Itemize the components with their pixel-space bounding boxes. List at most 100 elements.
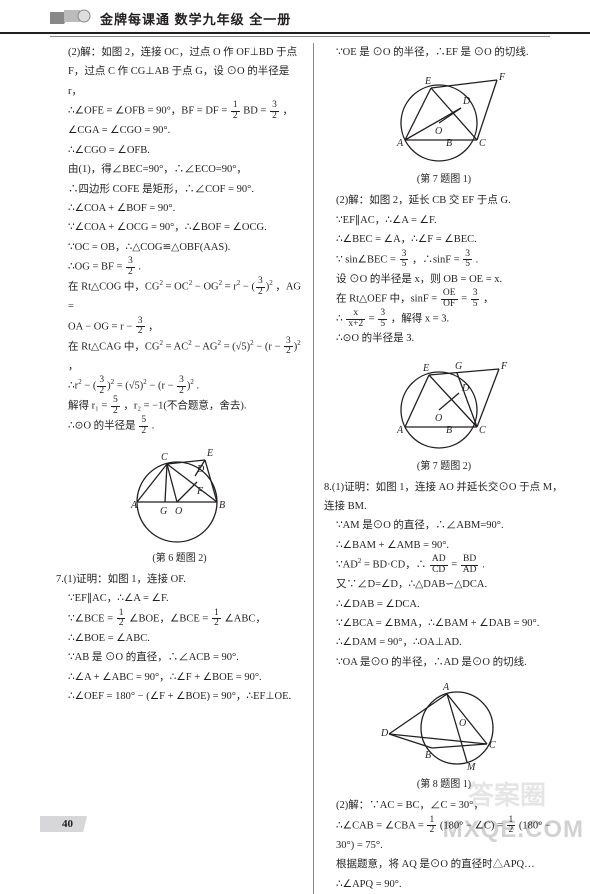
svg-text:D: D bbox=[196, 464, 205, 475]
text-line: ∴∠COA + ∠BOF = 90°. bbox=[56, 199, 303, 218]
text-line: 根据题意，将 AQ 是⊙O 的直径时△APQ…∴∠APQ = 90°. bbox=[324, 855, 564, 894]
figure-8-1: A B C D M O bbox=[324, 678, 564, 773]
text-line: 解得 r₁ = 52 ，r₂ = −1(不合题意，舍去). bbox=[56, 396, 303, 416]
text-line: ∴∠A + ∠ABC = 90°，∴∠F + ∠BOE = 90°. bbox=[56, 668, 303, 687]
fraction: 32 bbox=[126, 257, 135, 277]
fraction: 12 bbox=[231, 101, 240, 121]
figure-caption: (第 7 题图 1) bbox=[324, 170, 564, 185]
svg-text:E: E bbox=[422, 363, 429, 374]
text-line: ∵∠BCA = ∠BMA，∴∠BAM + ∠DAB = 90°. bbox=[324, 614, 564, 633]
figure-7-1: A C B D E F O bbox=[324, 68, 564, 168]
figure-caption: (第 6 题图 2) bbox=[56, 549, 303, 564]
text-line: 在 Rt△CAG 中，CG2 = AC2 − AG2 = (√5)2 − (r … bbox=[56, 337, 303, 376]
fraction: 32 bbox=[270, 101, 279, 121]
text-line: ∴∠OFE = ∠OFB = 90°，BF = DF = 12 BD = 32 … bbox=[56, 101, 303, 121]
fraction: 32 bbox=[177, 376, 186, 396]
fraction: 52 bbox=[139, 416, 148, 436]
svg-text:D: D bbox=[380, 728, 389, 739]
left-column: (2)解：如图 2，连接 OC，过点 O 作 OF⊥BD 于点 F，过点 C 作… bbox=[56, 43, 314, 894]
fraction: OEOF bbox=[441, 289, 458, 309]
svg-text:O: O bbox=[435, 126, 442, 137]
fraction: 35 bbox=[378, 309, 387, 329]
svg-text:G: G bbox=[455, 361, 462, 372]
svg-text:B: B bbox=[425, 750, 431, 761]
text-line: ∵OC = OB，∴△COG≌△OBF(AAS). bbox=[56, 238, 303, 257]
svg-text:G: G bbox=[160, 506, 167, 517]
text-line: ∴OG = BF = 32 . bbox=[56, 257, 303, 277]
header-title: 金牌每课通 数学九年级 全一册 bbox=[100, 9, 291, 28]
figure-6-2: A B C D E F G O bbox=[56, 442, 303, 547]
svg-text:D: D bbox=[462, 96, 471, 107]
text-line: (2)解：如图 2，连接 OC，过点 O 作 OF⊥BD 于点 F，过点 C 作… bbox=[56, 43, 303, 101]
text-line: ∵∠BCE = 12 ∠BOE，∠BCE = 12 ∠ABC， bbox=[56, 609, 303, 629]
text-line: ∴∠DAM = 90°，∴OA⊥AD. bbox=[324, 633, 564, 652]
text-line: ∴∠BOE = ∠ABC. bbox=[56, 629, 303, 648]
fraction: 12 bbox=[427, 816, 436, 836]
watermark-line2: MXQE.COM bbox=[443, 818, 584, 842]
text-line: ∴∠BEC = ∠A，∴∠F = ∠BEC. bbox=[324, 230, 564, 249]
text-line: ∵AD2 = BD·CD，∴ ADCD = BDAD . bbox=[324, 555, 564, 575]
text-line: ∴⊙O 的半径是 52 . bbox=[56, 416, 303, 436]
right-column: ∵OE 是 ⊙O 的半径，∴EF 是 ⊙O 的切线. A C B bbox=[314, 43, 572, 894]
fraction: BDAD bbox=[461, 555, 479, 575]
text-line: ∴∠DAB = ∠DCA. bbox=[324, 595, 564, 614]
fraction: 32 bbox=[136, 317, 145, 337]
svg-text:C: C bbox=[489, 740, 496, 751]
svg-text:C: C bbox=[479, 425, 486, 436]
page-header: 金牌每课通 数学九年级 全一册 bbox=[0, 0, 590, 34]
svg-text:B: B bbox=[446, 425, 452, 436]
text-line: ∵EF∥AC，∴∠A = ∠F. bbox=[324, 211, 564, 230]
fraction: 32 bbox=[284, 337, 293, 357]
svg-text:A: A bbox=[396, 425, 404, 436]
text-line: (2)解：如图 2，延长 CB 交 EF 于点 G. bbox=[324, 191, 564, 210]
header-rule bbox=[50, 36, 550, 37]
page-number: 40 bbox=[40, 816, 87, 832]
figure-caption: (第 7 题图 2) bbox=[324, 457, 564, 472]
text-line: ∠CGA = ∠CGO = 90°. bbox=[56, 121, 303, 140]
text-line: OA − OG = r − 32 ， bbox=[56, 317, 303, 337]
text-line: ∵AB 是 ⊙O 的直径，∴∠ACB = 90°. bbox=[56, 648, 303, 667]
svg-text:C: C bbox=[479, 138, 486, 149]
text-line: 7.(1)证明：如图 1，连接 OF. bbox=[56, 570, 303, 589]
text-line: ∵∠COA + ∠OCG = 90°，∴∠BOF = ∠OCG. bbox=[56, 218, 303, 237]
watermark: MXQE.COM bbox=[443, 818, 584, 842]
svg-text:C: C bbox=[161, 452, 168, 463]
text-line: ∴∠OEF = 180° − (∠F + ∠BOE) = 90°，∴EF⊥OE. bbox=[56, 687, 303, 706]
figure-7-2: A C B D E F G O bbox=[324, 355, 564, 455]
svg-text:F: F bbox=[196, 486, 204, 497]
text-line: ∵OE 是 ⊙O 的半径，∴EF 是 ⊙O 的切线. bbox=[324, 43, 564, 62]
text-line: ∴∠CGO = ∠OFB. bbox=[56, 141, 303, 160]
svg-text:E: E bbox=[206, 448, 213, 459]
text-line: ∴∠BAM + ∠AMB = 90°. bbox=[324, 536, 564, 555]
text-line: 设 ⊙O 的半径是 x，则 OB = OE = x. bbox=[324, 270, 564, 289]
svg-text:F: F bbox=[500, 361, 508, 372]
svg-text:B: B bbox=[446, 138, 452, 149]
text-line: ∵EF∥AC，∴∠A = ∠F. bbox=[56, 589, 303, 608]
text-line: 8.(1)证明：如图 1，连接 AO 并延长交⊙O 于点 M，连接 BM. bbox=[324, 478, 564, 517]
text-line: ∴⊙O 的半径是 3. bbox=[324, 329, 564, 348]
fraction: 12 bbox=[212, 609, 221, 629]
svg-text:O: O bbox=[175, 506, 182, 517]
svg-text:F: F bbox=[498, 72, 506, 83]
fraction: 12 bbox=[117, 609, 126, 629]
text-line: ∵AM 是⊙O 的直径，∴∠ABM=90°. bbox=[324, 516, 564, 535]
svg-text:D: D bbox=[461, 383, 470, 394]
svg-text:A: A bbox=[442, 682, 450, 693]
svg-text:B: B bbox=[219, 500, 225, 511]
fraction: 32 bbox=[256, 277, 265, 297]
ribbon-icon bbox=[50, 8, 94, 28]
svg-text:A: A bbox=[396, 138, 404, 149]
svg-text:O: O bbox=[459, 718, 466, 729]
svg-text:A: A bbox=[130, 500, 138, 511]
text-line: ∵OA 是⊙O 的半径，∴AD 是⊙O 的切线. bbox=[324, 653, 564, 672]
text-line: ∵ sin∠BEC = 35 ，∴sinF = 35 . bbox=[324, 250, 564, 270]
text-line: ∴ xx+2 = 35 ，解得 x = 3. bbox=[324, 309, 564, 329]
text-line: ∴四边形 COFE 是矩形，∴∠COF = 90°. bbox=[56, 180, 303, 199]
text-line: 在 Rt△OEF 中，sinF = OEOF = 35 ， bbox=[324, 289, 564, 309]
fraction: 32 bbox=[97, 376, 106, 396]
text-line: 在 Rt△COG 中，CG2 = OC2 − OG2 = r2 − (32)2 … bbox=[56, 277, 303, 316]
fraction: 35 bbox=[471, 289, 480, 309]
fraction: ADCD bbox=[430, 555, 448, 575]
svg-text:M: M bbox=[466, 762, 476, 773]
text-line: 又∵∠D=∠D，∴△DAB∽△DCA. bbox=[324, 575, 564, 594]
